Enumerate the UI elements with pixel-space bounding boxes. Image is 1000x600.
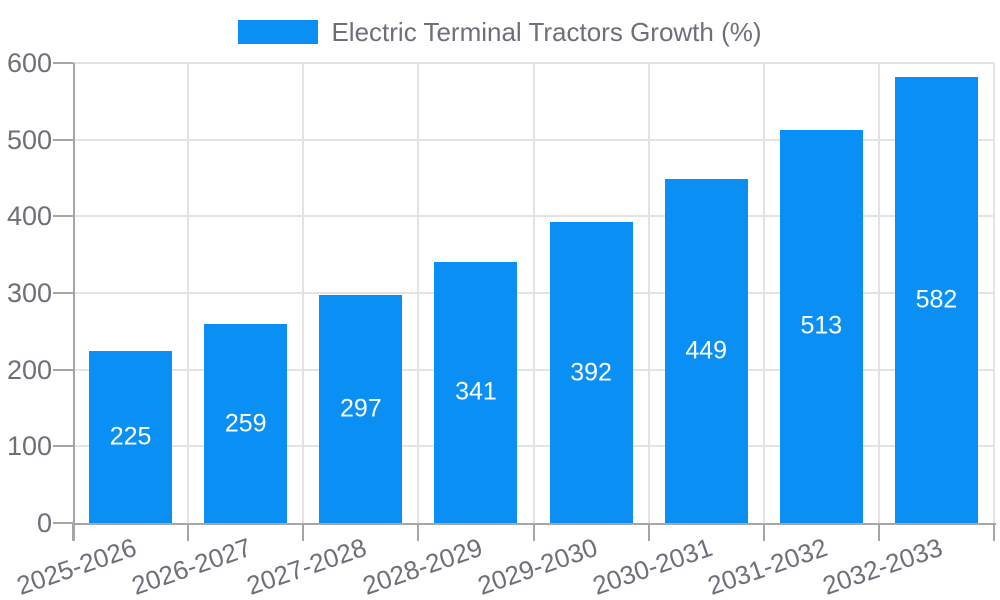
x-axis-label: 2028-2029: [358, 532, 486, 600]
x-axis-tick: [302, 523, 305, 541]
y-axis-tick: [53, 522, 73, 524]
x-axis-tick: [647, 523, 650, 541]
bar-value-label: 225: [109, 422, 152, 451]
y-axis-label: 100: [6, 431, 52, 462]
x-axis-label: 2025-2026: [12, 532, 141, 600]
x-axis-tick: [993, 523, 995, 541]
v-gridline: [302, 63, 305, 523]
bar-value-label: 582: [915, 285, 958, 314]
y-axis-label: 200: [6, 354, 52, 385]
y-axis-line: [73, 63, 75, 541]
y-axis-tick: [53, 138, 73, 141]
x-axis-label: 2030-2031: [588, 532, 716, 600]
x-axis-tick: [532, 523, 535, 541]
y-axis-label: 400: [6, 201, 52, 232]
bar-value-label: 392: [570, 358, 612, 387]
x-axis-tick: [187, 523, 190, 541]
bar-value-label: 513: [800, 311, 843, 340]
v-gridline: [877, 63, 880, 523]
x-axis-tick: [877, 523, 880, 541]
x-axis-tick: [417, 523, 420, 541]
x-axis-label: 2026-2027: [128, 532, 256, 600]
y-axis-tick: [53, 292, 73, 294]
bar[interactable]: 582: [894, 76, 978, 523]
bar[interactable]: 225: [89, 350, 173, 523]
bar[interactable]: 513: [779, 129, 863, 523]
legend-swatch: [238, 20, 319, 44]
bar-value-label: 297: [339, 394, 382, 423]
bar[interactable]: 297: [319, 295, 403, 523]
v-gridline: [647, 63, 650, 523]
x-axis-label: 2031-2032: [703, 532, 832, 600]
x-axis-tick: [72, 523, 74, 541]
v-gridline: [762, 63, 765, 523]
v-gridline: [417, 63, 420, 523]
legend[interactable]: Electric Terminal Tractors Growth (%): [0, 17, 1000, 47]
y-axis-tick: [53, 368, 73, 371]
bar[interactable]: 392: [549, 222, 633, 523]
y-axis-label: 300: [6, 278, 52, 308]
y-axis-tick: [53, 445, 73, 448]
y-axis-label: 0: [36, 508, 52, 538]
legend-label: Electric Terminal Tractors Growth (%): [331, 17, 762, 47]
y-axis-label: 600: [6, 48, 52, 78]
bar-value-label: 259: [224, 409, 267, 438]
x-axis-label: 2027-2028: [243, 532, 371, 600]
x-axis-line: [73, 523, 996, 525]
bar-value-label: 341: [455, 377, 497, 406]
bar[interactable]: 449: [664, 178, 748, 523]
y-axis-label: 500: [6, 124, 52, 155]
y-axis-tick: [53, 62, 73, 64]
bar-value-label: 449: [685, 336, 728, 365]
bar[interactable]: 341: [434, 261, 518, 523]
x-axis-label: 2032-2033: [818, 532, 947, 600]
y-axis-tick: [53, 215, 73, 218]
v-gridline: [993, 63, 995, 523]
x-axis-label: 2029-2030: [473, 532, 601, 600]
v-gridline: [187, 63, 190, 523]
v-gridline: [532, 63, 535, 523]
bar[interactable]: 259: [204, 324, 288, 523]
x-axis-tick: [762, 523, 765, 541]
